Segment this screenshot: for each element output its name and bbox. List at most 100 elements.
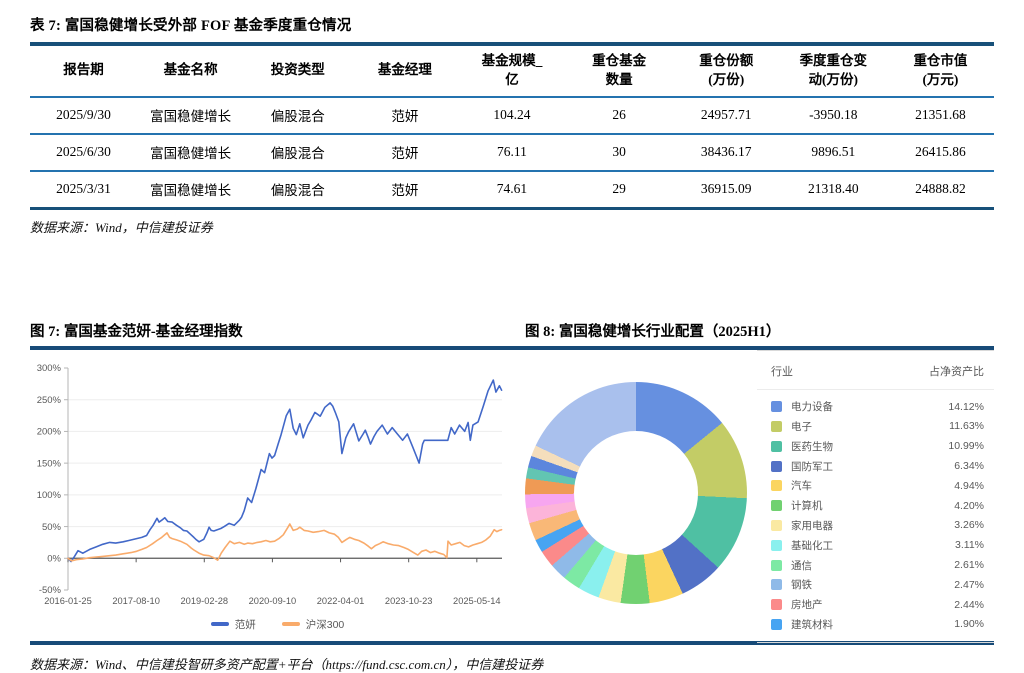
table-header-cell: 报告期 <box>30 44 138 98</box>
table-cell: 104.24 <box>458 96 566 135</box>
table-cell: 24888.82 <box>915 181 966 197</box>
table-cell: -3950.18 <box>779 96 887 135</box>
figures-row: 300% 250% 200% 150% 100% 50% 0% -50% 2016-01-25 2… <box>30 349 994 644</box>
industry-weight-value: 14.12% <box>948 400 984 413</box>
table-cell: 38436.17 <box>672 133 780 172</box>
industry-legend-rows: 电力设备 14.12% 电子 11.63% 医药生物 10.99% 国防军工 6.34% 汽车 4… <box>757 390 994 643</box>
industry-weight-value: 2.61% <box>954 559 984 572</box>
industry-color-swatch <box>771 500 782 512</box>
table-cell: 76.11 <box>458 133 566 172</box>
y-axis-label: -50% <box>39 585 62 596</box>
industry-color-swatch <box>771 480 782 492</box>
industry-legend-row: 电力设备 14.12% <box>771 397 984 417</box>
industry-label: 家用电器 <box>791 519 833 532</box>
industry-color-swatch <box>771 420 782 432</box>
table-header-cell: 重仓份额 (万份) <box>672 44 780 98</box>
table-cell: 26 <box>565 96 673 135</box>
table-header-cell: 基金名称 <box>137 44 245 98</box>
table-cell: 2025/6/30 <box>30 133 138 172</box>
table-header-cell: 重仓市值 (万元) <box>886 44 994 98</box>
table-cell: 36915.09 <box>700 181 752 197</box>
line-chart-legend: 范妍 沪深300 <box>30 617 525 632</box>
donut-chart <box>525 381 747 604</box>
y-axis-label: 0% <box>47 553 61 564</box>
legend-item: 范妍 <box>210 617 256 632</box>
figure-titles-row: 图 7: 富国基金范妍-基金经理指数 图 8: 富国稳健增长行业配置（2025H… <box>30 320 994 341</box>
industry-color-swatch <box>771 599 782 611</box>
industry-label: 电子 <box>791 420 812 433</box>
industry-legend-row: 基础化工 3.11% <box>771 535 984 555</box>
table-header-cell: 重仓基金 数量 <box>565 44 673 98</box>
series-line-沪深300 <box>67 522 503 562</box>
industry-weight-value: 1.90% <box>954 618 984 631</box>
industry-legend-row: 房地产 2.44% <box>771 595 984 615</box>
table-header-row: 报告期 基金名称 投资类型 基金经理 基金规模_ 亿重仓基金 数量 重仓份额 (万份) 季度… <box>30 44 994 98</box>
industry-legend-row: 通信 2.61% <box>771 555 984 575</box>
industry-label: 电力设备 <box>791 401 833 414</box>
industry-legend-row: 汽车 4.94% <box>771 476 984 496</box>
weight-column-header: 占净资产比 <box>929 365 984 378</box>
table-header: 报告期 基金名称 投资类型 基金经理 基金规模_ 亿重仓基金 数量 重仓份额 (万份) 季度… <box>30 44 994 98</box>
industry-color-swatch <box>771 559 782 571</box>
y-axis-label: 150% <box>37 458 62 469</box>
industry-label: 通信 <box>791 559 812 572</box>
industry-allocation-figure: 行业 占净资产比 电力设备 14.12% 电子 11.63% 医药生物 10.99% 国防军… <box>525 349 994 644</box>
industry-label: 钢铁 <box>791 579 812 592</box>
industry-weight-value: 2.47% <box>954 578 984 591</box>
table-cell: 偏股混合 <box>244 133 352 172</box>
table-row: 2025/3/31 富国稳健增长 偏股混合 范妍 74.61 29 36915.09 2131… <box>30 171 994 209</box>
x-axis-label: 2019-02-28 <box>180 596 228 606</box>
y-axis-label: 250% <box>37 395 62 406</box>
industry-color-swatch <box>771 440 782 452</box>
industry-label: 医药生物 <box>791 440 833 453</box>
industry-label: 基础化工 <box>791 539 833 552</box>
table-header-cell: 投资类型 <box>244 44 352 98</box>
x-axis-label: 2016-01-25 <box>44 596 92 606</box>
industry-legend-row: 医药生物 10.99% <box>771 436 984 456</box>
industry-color-swatch <box>771 519 782 531</box>
industry-weight-value: 3.26% <box>954 519 984 532</box>
industry-weight-value: 2.44% <box>954 598 984 611</box>
industry-label: 建筑材料 <box>791 618 833 631</box>
table-cell: 2025/9/30 <box>30 96 138 135</box>
industry-legend-row: 计算机 4.20% <box>771 496 984 516</box>
industry-legend-header: 行业 占净资产比 <box>757 351 994 390</box>
x-axis-label: 2025-05-14 <box>453 596 501 606</box>
table-cell: 偏股混合 <box>270 183 325 199</box>
industry-legend-row: 钢铁 2.47% <box>771 575 984 595</box>
table-cell: 74.61 <box>496 181 528 197</box>
table-cell: 富国稳健增长 <box>137 133 245 172</box>
divider-rule-bottom <box>30 640 994 645</box>
legend-label: 范妍 <box>234 618 256 631</box>
table-cell: 2025/3/31 <box>56 181 111 197</box>
y-axis-label: 200% <box>37 426 62 437</box>
donut-hole <box>574 430 698 555</box>
table-cell: 范妍 <box>351 133 459 172</box>
table-source-note: 数据来源：Wind，中信建投证券 <box>30 219 213 235</box>
legend-label: 沪深300 <box>305 618 345 631</box>
industry-color-swatch <box>771 579 782 591</box>
table-header-cell: 基金经理 <box>351 44 459 98</box>
industry-weight-value: 3.11% <box>955 539 984 552</box>
x-axis-label: 2020-09-10 <box>249 596 297 606</box>
table-cell: 9896.51 <box>779 133 887 172</box>
table-cell: 26415.86 <box>886 133 994 172</box>
table-body: 2025/9/30 富国稳健增长 偏股混合 范妍 104.24 26 24957.71 -39… <box>30 96 994 209</box>
industry-legend-row: 家用电器 3.26% <box>771 516 984 536</box>
table-cell: 21318.40 <box>808 181 859 197</box>
table-cell: 范妍 <box>351 96 459 135</box>
industry-legend-row: 国防军工 6.34% <box>771 456 984 476</box>
y-axis-label: 100% <box>37 490 62 501</box>
y-axis-label: 300% <box>37 363 62 374</box>
fig7-title: 图 7: 富国基金范妍-基金经理指数 <box>30 323 243 340</box>
industry-weight-value: 11.63% <box>949 420 984 433</box>
table-row: 2025/9/30 富国稳健增长 偏股混合 范妍 104.24 26 24957.71 -39… <box>30 96 994 135</box>
x-axis-label: 2023-10-23 <box>385 596 433 606</box>
industry-label: 国防军工 <box>791 460 833 473</box>
industry-legend-row: 建筑材料 1.90% <box>771 615 984 635</box>
industry-label: 汽车 <box>791 480 812 493</box>
table-header-cell: 基金规模_ 亿 <box>458 44 566 98</box>
table-cell: 富国稳健增长 <box>137 96 245 135</box>
industry-weight-value: 4.20% <box>954 499 984 512</box>
